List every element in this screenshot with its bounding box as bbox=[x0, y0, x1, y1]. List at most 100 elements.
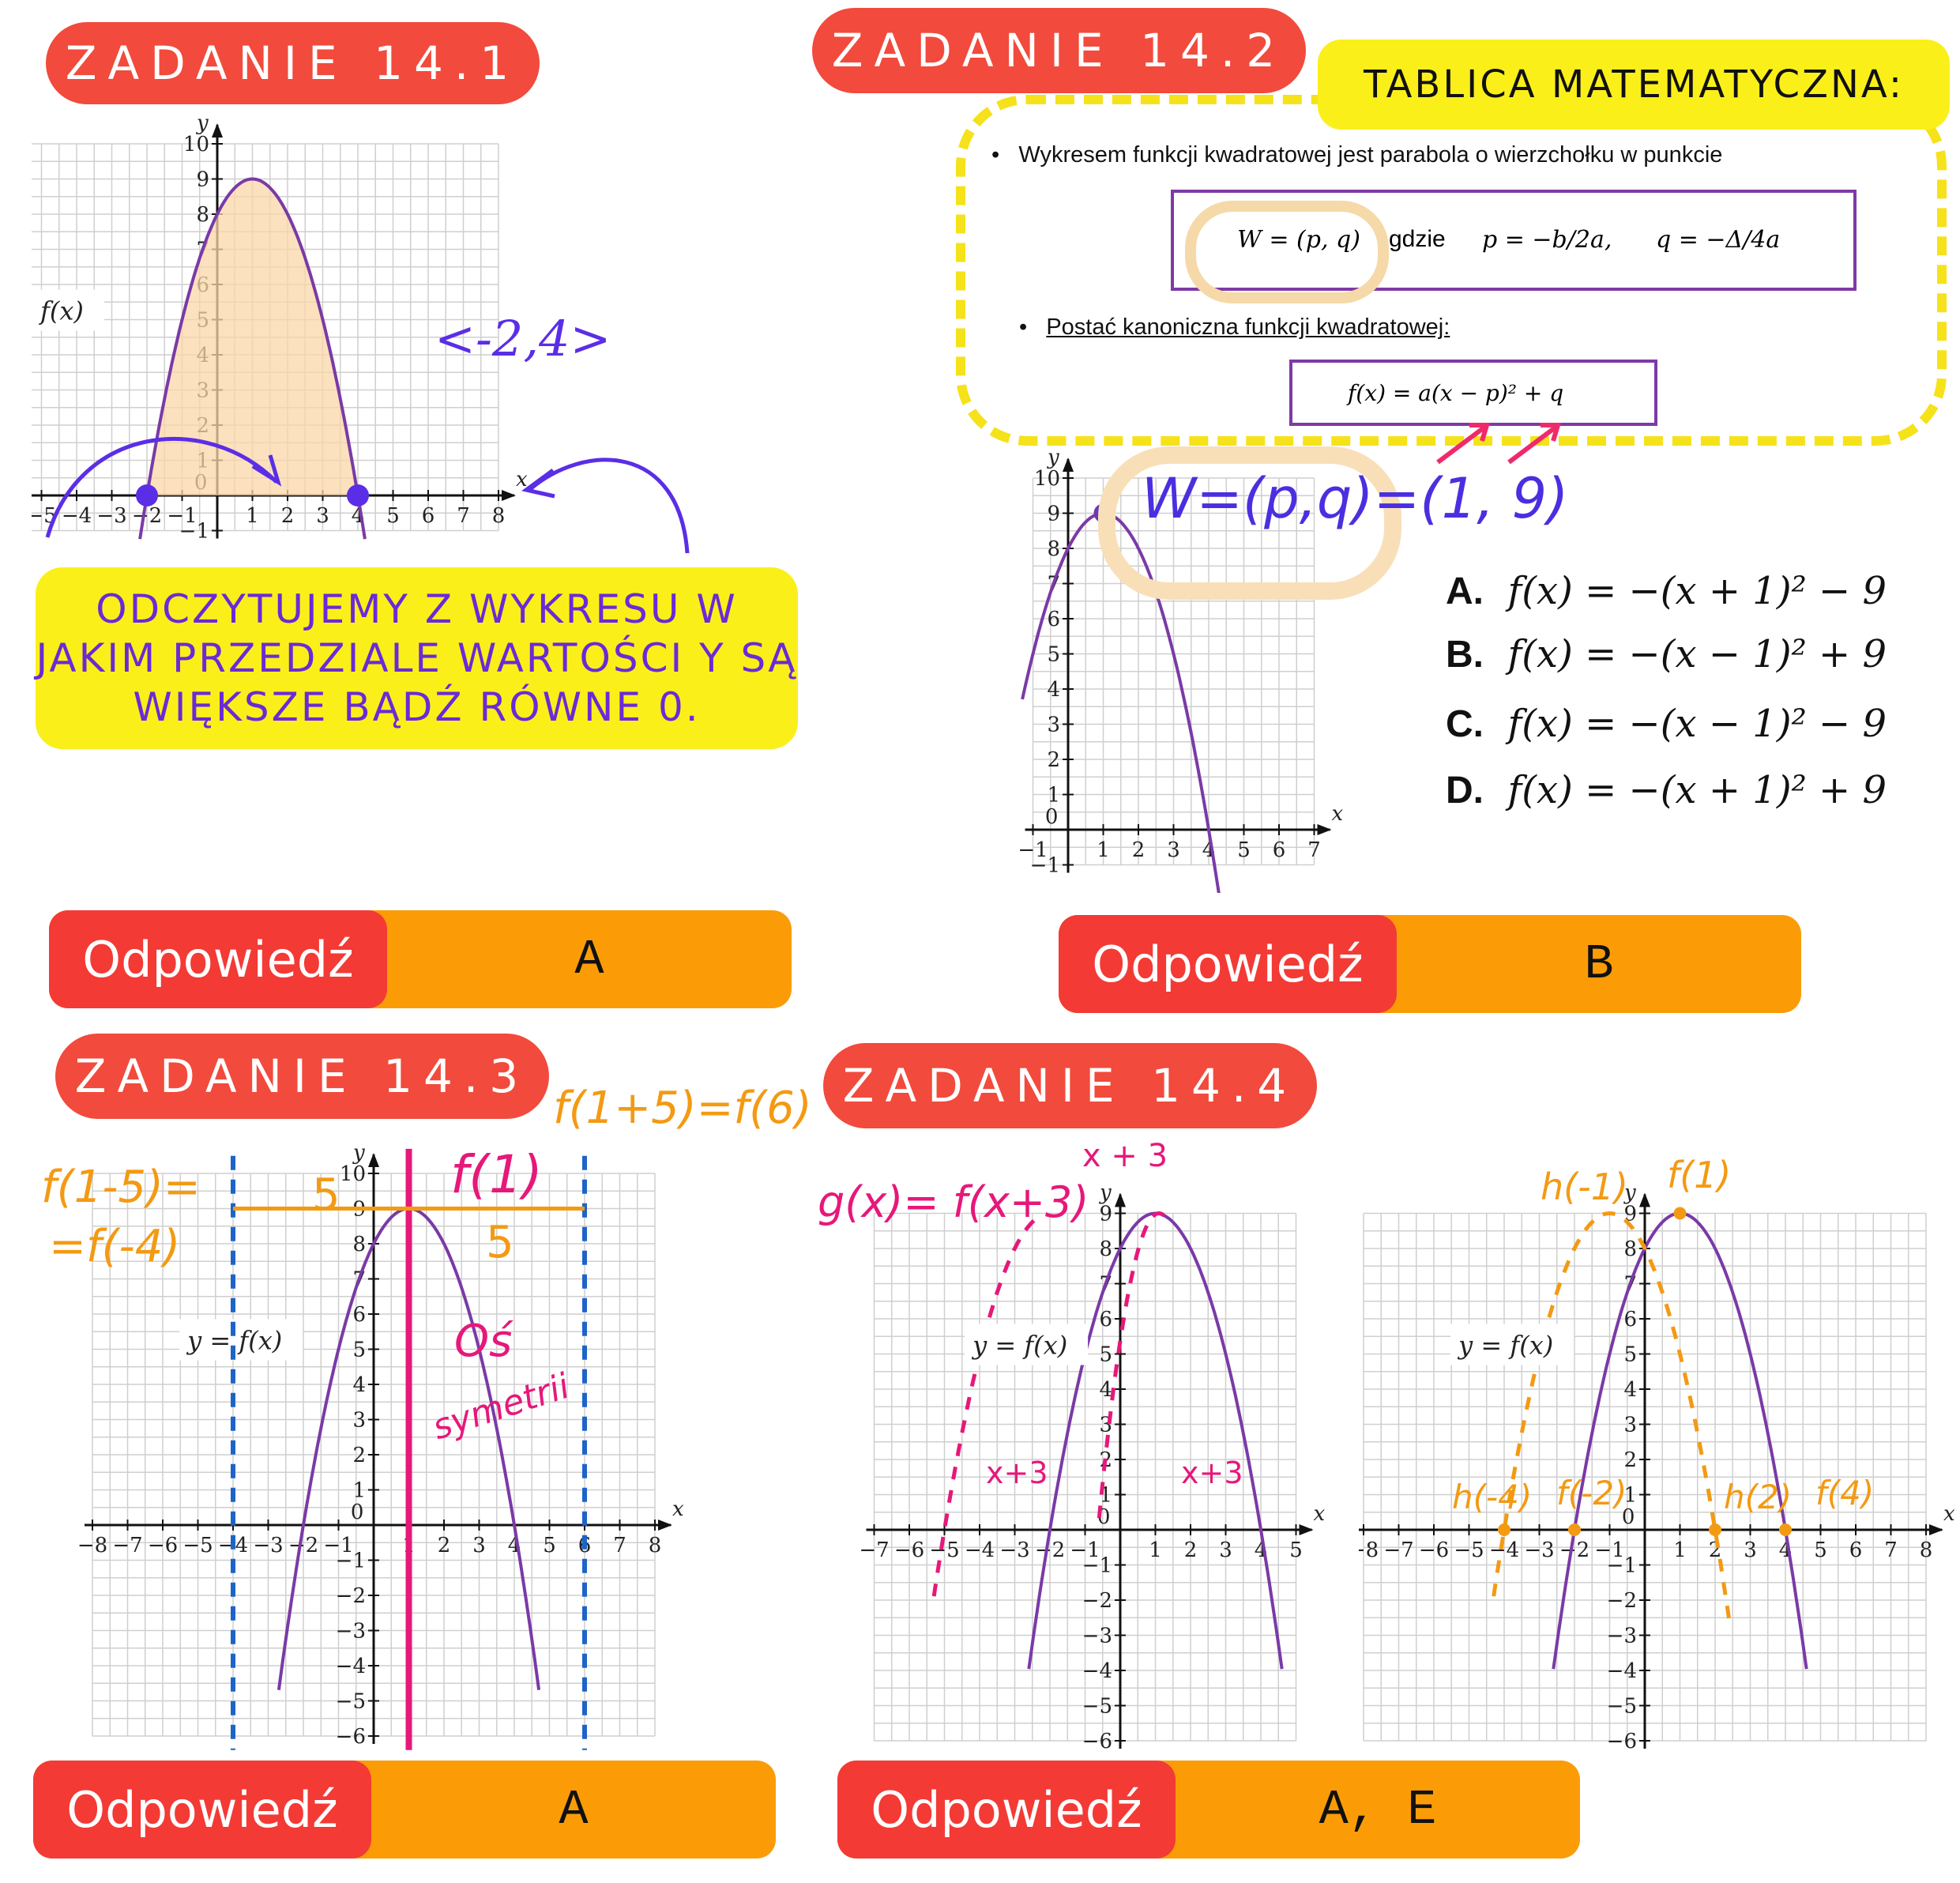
y-tick-label: 3 bbox=[1623, 1414, 1637, 1437]
parabola-g-right bbox=[1097, 1211, 1168, 1519]
y-tick-label: 2 bbox=[1047, 748, 1060, 772]
y-tick-label: −3 bbox=[1082, 1625, 1112, 1648]
x-axis-label: x bbox=[516, 468, 528, 491]
zero-point bbox=[1709, 1523, 1721, 1536]
option-a-letter: A. bbox=[1446, 571, 1484, 612]
x-axis-label: x bbox=[1332, 802, 1344, 826]
y-axis-label: y bbox=[1099, 1181, 1112, 1205]
option-d-formula: f(x) = −(x + 1)² + 9 bbox=[1507, 768, 1887, 812]
function-label: y = f(x) bbox=[1457, 1331, 1553, 1361]
y-tick-label: −4 bbox=[1607, 1659, 1637, 1683]
arrow-q bbox=[1507, 423, 1562, 465]
x-tick-label: 3 bbox=[1219, 1538, 1232, 1562]
x-tick-label: −2 bbox=[1035, 1538, 1065, 1562]
y-tick-label: 2 bbox=[352, 1444, 366, 1467]
bullet-vertex: • Wykresem funkcji kwadratowej jest para… bbox=[991, 142, 1723, 168]
x-tick-label: −2 bbox=[1559, 1538, 1589, 1562]
x-tick-label: −4 bbox=[965, 1538, 995, 1562]
x-tick-label: 2 bbox=[1132, 838, 1146, 862]
x-tick-label: −4 bbox=[62, 504, 92, 528]
instruction-note: ODCZYTUJEMY Z WYKRESU W JAKIM PRZEDZIALE… bbox=[36, 567, 798, 749]
x-tick-label: −4 bbox=[1489, 1538, 1519, 1562]
y-tick-label: 4 bbox=[1099, 1378, 1112, 1402]
x-tick-label: 3 bbox=[1167, 838, 1180, 862]
x-tick-label: 1 bbox=[1097, 838, 1110, 862]
h-note-f1: f(1) bbox=[1667, 1154, 1732, 1196]
y-axis-label: y bbox=[1623, 1181, 1636, 1205]
gdzie-text: gdzie bbox=[1389, 226, 1446, 252]
y-axis-arrow bbox=[1639, 1192, 1650, 1207]
y-tick-label: 8 bbox=[1047, 537, 1060, 561]
x-tick-label: 8 bbox=[1920, 1538, 1933, 1562]
parabola bbox=[1021, 511, 1221, 893]
distance-right: 5 bbox=[486, 1217, 514, 1268]
x-tick-label: −7 bbox=[112, 1534, 142, 1557]
y-tick-label: 6 bbox=[1623, 1308, 1637, 1331]
answer-bar-14-1: Odpowiedź A bbox=[49, 910, 792, 1008]
x-tick-label: 5 bbox=[386, 504, 400, 528]
y-tick-label: −3 bbox=[1607, 1625, 1637, 1648]
vertex-point bbox=[1673, 1207, 1687, 1220]
zero-point bbox=[1568, 1523, 1581, 1536]
x-tick-label: −1 bbox=[167, 504, 197, 528]
y-tick-label: 10 bbox=[1034, 467, 1060, 491]
y-axis-arrow bbox=[368, 1153, 379, 1167]
x-axis-label: x bbox=[1314, 1502, 1326, 1526]
x-tick-label: 1 bbox=[1149, 1538, 1162, 1562]
option-c: C. f(x) = −(x − 1)² − 9 bbox=[1446, 702, 1887, 746]
h-note-h2: h(2) bbox=[1724, 1478, 1793, 1516]
arrow-right bbox=[521, 458, 690, 554]
y-tick-label: 3 bbox=[352, 1409, 366, 1433]
y-tick-label: 1 bbox=[1047, 784, 1060, 808]
answer-bar-14-4: Odpowiedź A, E bbox=[837, 1761, 1580, 1859]
origin-label: 0 bbox=[1622, 1505, 1635, 1529]
y-tick-label: 4 bbox=[1047, 678, 1060, 702]
interval-note: <-2,4> bbox=[435, 310, 611, 367]
function-label-bg bbox=[965, 1324, 1089, 1365]
graph-14-3: −8−7−6−5−4−3−2−112345678−6−5−4−3−2−11234… bbox=[77, 1141, 684, 1750]
x-tick-label: 7 bbox=[1884, 1538, 1898, 1562]
answer-label: Odpowiedź bbox=[1059, 915, 1397, 1013]
answer-bar-14-3: Odpowiedź A bbox=[33, 1761, 776, 1859]
formula-table-title: TABLICA MATEMATYCZNA: bbox=[1318, 40, 1950, 130]
y-tick-label: 3 bbox=[1047, 714, 1060, 737]
x-axis-arrow bbox=[658, 1520, 672, 1531]
vertex-formula: W = (p, q) bbox=[1237, 226, 1360, 254]
y-axis-arrow bbox=[1115, 1192, 1126, 1207]
y-tick-label: 10 bbox=[183, 133, 209, 156]
y-tick-label: 9 bbox=[1047, 503, 1060, 526]
bullet-canonical: • Postać kanoniczna funkcji kwadratowej: bbox=[1019, 314, 1450, 340]
option-a-formula: f(x) = −(x + 1)² − 9 bbox=[1507, 569, 1887, 613]
x-tick-label: −8 bbox=[77, 1534, 107, 1557]
option-b-letter: B. bbox=[1446, 634, 1484, 676]
x-tick-label: −2 bbox=[132, 504, 162, 528]
graph-14-4a: −7 −6 −5 −4 −3 −2 −1 1 2 3 4 5−6−5−4−3−2−1123456789… bbox=[859, 1181, 1326, 1754]
origin-label: 0 bbox=[1045, 805, 1059, 829]
canonical-formula: f(x) = a(x − p)² + q bbox=[1348, 380, 1564, 406]
x-tick-label: 2 bbox=[438, 1534, 451, 1557]
x-tick-label: 2 bbox=[281, 504, 295, 528]
y-tick-label: −4 bbox=[336, 1655, 366, 1678]
x-tick-label: 3 bbox=[316, 504, 329, 528]
x-tick-label: −5 bbox=[1454, 1538, 1484, 1562]
answer-value: B bbox=[1584, 936, 1614, 992]
y-tick-label: 8 bbox=[1623, 1237, 1637, 1261]
x-tick-label: −2 bbox=[288, 1534, 318, 1557]
y-tick-label: −1 bbox=[1030, 854, 1060, 878]
option-a: A. f(x) = −(x + 1)² − 9 bbox=[1446, 569, 1887, 613]
y-tick-label: −3 bbox=[336, 1620, 366, 1644]
y-axis-arrow bbox=[212, 123, 223, 137]
y-tick-label: −1 bbox=[1607, 1554, 1637, 1578]
task-title-14-2: ZADANIE 14.2 bbox=[812, 8, 1306, 93]
y-tick-label: −1 bbox=[1082, 1554, 1112, 1578]
y-tick-label: 6 bbox=[1099, 1308, 1112, 1331]
function-label: y = f(x) bbox=[32, 296, 84, 326]
answer-label: Odpowiedź bbox=[33, 1761, 371, 1859]
x-tick-label: 5 bbox=[543, 1534, 556, 1557]
x-tick-label: 5 bbox=[1289, 1538, 1303, 1562]
x-tick-label: −3 bbox=[999, 1538, 1029, 1562]
vertex-formula-box: W = (p, q) gdzie p = −b/2a, q = −Δ/4a bbox=[1171, 190, 1857, 303]
x-tick-label: 3 bbox=[1744, 1538, 1757, 1562]
x-tick-label: 6 bbox=[422, 504, 435, 528]
x-axis-arrow bbox=[1299, 1524, 1314, 1535]
